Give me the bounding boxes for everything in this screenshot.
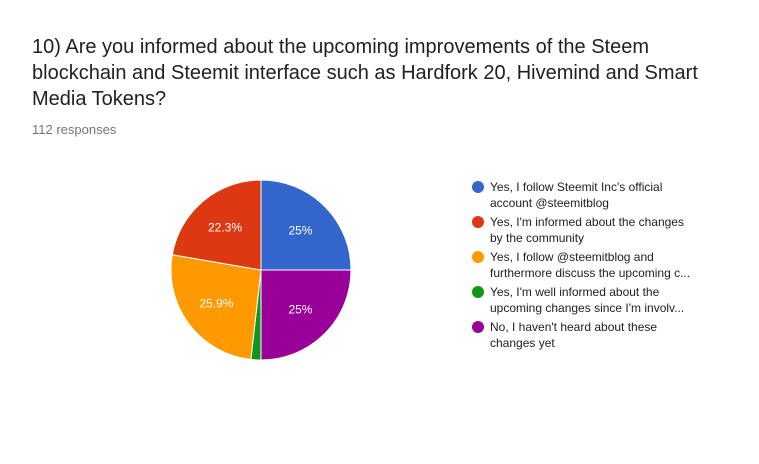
legend-label-line: furthermore discuss the upcoming c...: [490, 266, 691, 280]
legend-label-line: upcoming changes since I'm involv...: [490, 301, 685, 315]
legend-label-line: Yes, I'm well informed about the: [490, 285, 660, 299]
legend-label-line: by the community: [490, 231, 585, 245]
legend-label-line: Yes, I'm informed about the changes: [490, 215, 684, 229]
legend-item-0: Yes, I follow Steemit Inc's official acco…: [472, 179, 712, 211]
pie-slice-3: [170, 254, 262, 360]
response-count: 112 responses: [32, 122, 117, 137]
legend-label-2: Yes, I'm well informed about the upcoming…: [490, 284, 702, 316]
legend-label-3: Yes, I follow @steemitblog and furthermor…: [490, 249, 702, 281]
pie-slice-label-4: 22.3%: [208, 220, 242, 234]
pie-slice-4: [171, 179, 262, 271]
pie-slice-label-3: 25.9%: [199, 297, 233, 311]
legend-label-line: Yes, I follow Steemit Inc's official: [490, 180, 663, 194]
legend-label-line: account @steemitblog: [490, 196, 609, 210]
legend-swatch-0: [472, 181, 484, 193]
pie-slices: [170, 179, 352, 361]
legend-item-3: Yes, I follow @steemitblog and furthermor…: [472, 249, 712, 281]
legend-label-line: No, I haven't heard about these: [490, 320, 658, 334]
legend-label-line: Yes, I follow @steemitblog and: [490, 250, 654, 264]
legend-label-line: changes yet: [490, 336, 555, 350]
pie-labels: 25% 25% 25.9% 22.3%: [199, 220, 312, 316]
pie-slice-1: [260, 269, 352, 361]
legend-item-1: No, I haven't heard about these changes y…: [472, 319, 712, 351]
legend-item-4: Yes, I'm informed about the changes by th…: [472, 214, 712, 246]
question-title: 10) Are you informed about the upcoming …: [32, 36, 698, 110]
pie-slice-label-0: 25%: [288, 224, 312, 238]
legend-swatch-1: [472, 321, 484, 333]
legend-swatch-3: [472, 251, 484, 263]
legend-item-2: Yes, I'm well informed about the upcoming…: [472, 284, 712, 316]
pie-slice-0: [260, 179, 352, 271]
legend-label-1: No, I haven't heard about these changes y…: [490, 319, 702, 351]
legend-label-0: Yes, I follow Steemit Inc's official acco…: [490, 179, 702, 211]
pie-slice-label-1: 25%: [288, 302, 312, 316]
legend-swatch-4: [472, 216, 484, 228]
legend-swatch-2: [472, 286, 484, 298]
chart-legend: Yes, I follow Steemit Inc's official acco…: [472, 179, 712, 354]
legend-label-4: Yes, I'm informed about the changes by th…: [490, 214, 702, 246]
